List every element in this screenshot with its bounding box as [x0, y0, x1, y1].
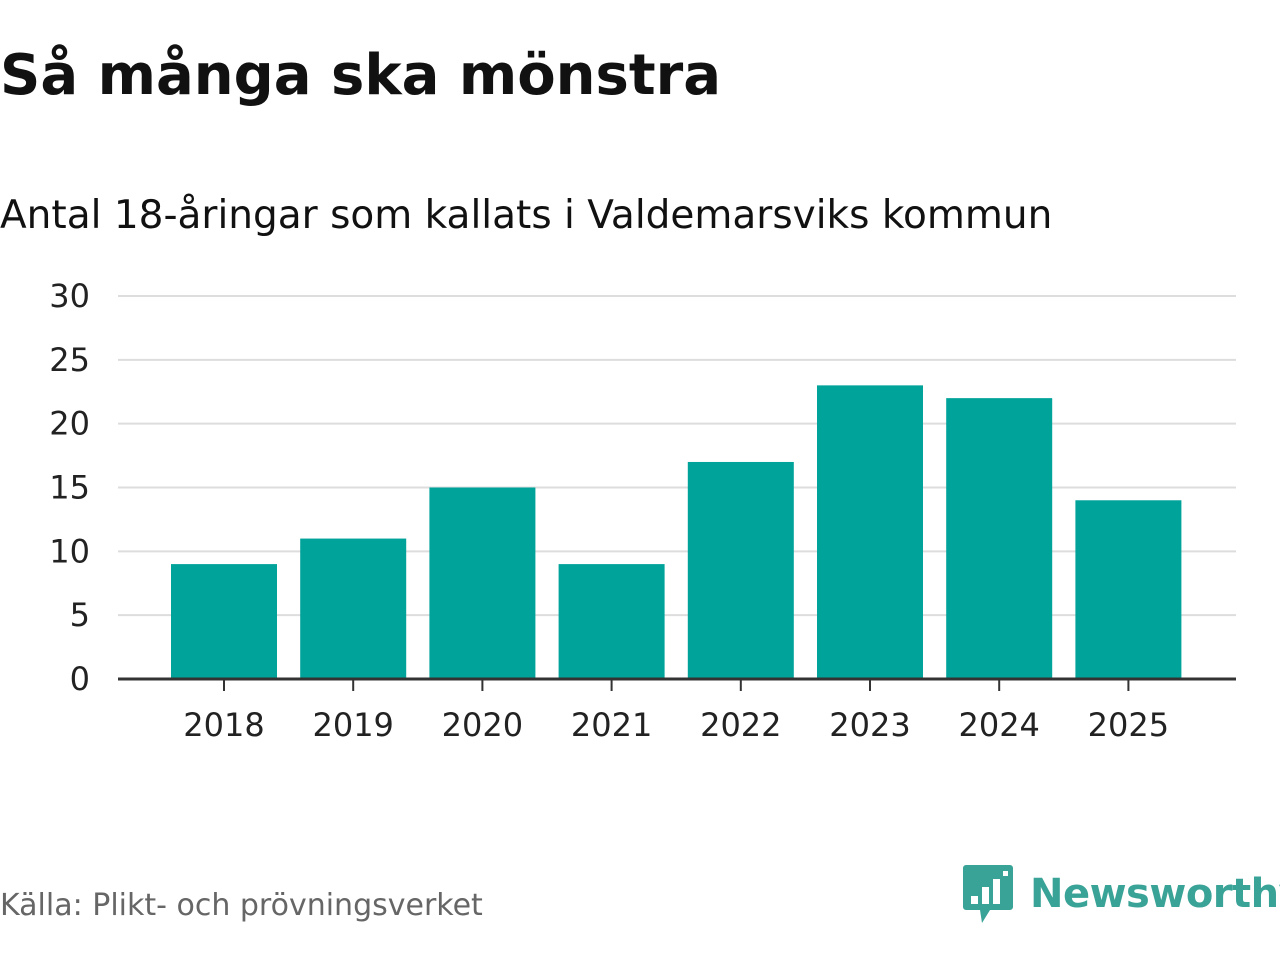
- bar-2019: [300, 538, 407, 679]
- newsworthy-logo-icon: [963, 865, 1013, 923]
- gridlines: [118, 295, 1236, 617]
- x-tick-label: 2025: [1088, 706, 1169, 744]
- y-axis-ticks: 0 5 10 15 20 25 30: [49, 277, 90, 698]
- bar-2025: [1075, 500, 1182, 679]
- y-tick-label: 0: [70, 660, 90, 698]
- bars: [171, 385, 1182, 679]
- y-tick-label: 30: [49, 277, 90, 315]
- bar-2024: [946, 398, 1053, 679]
- chart-subtitle: Antal 18-åringar som kallats i Valdemars…: [0, 193, 1053, 238]
- bar-2021: [558, 564, 665, 679]
- x-tick-label: 2019: [312, 706, 393, 744]
- y-tick-label: 15: [49, 469, 90, 507]
- x-axis-ticks: 2018 2019 2020 2021 2022 2023 2024 2025: [183, 679, 1169, 744]
- y-tick-label: 10: [49, 532, 90, 570]
- y-tick-label: 25: [49, 341, 90, 379]
- bar-2020: [429, 487, 536, 679]
- y-tick-label: 5: [70, 596, 90, 634]
- x-tick-label: 2022: [700, 706, 781, 744]
- chart-title: Så många ska mönstra: [0, 43, 722, 108]
- bar-2023: [817, 385, 923, 679]
- x-tick-label: 2020: [442, 706, 523, 744]
- y-tick-label: 20: [49, 405, 90, 443]
- brand-logo: Newsworthy: [962, 862, 1280, 926]
- bar-2018: [171, 564, 277, 679]
- brand-name: Newsworthy: [1030, 871, 1280, 917]
- x-tick-label: 2021: [571, 706, 652, 744]
- source-note: Källa: Plikt- och prövningsverket: [0, 888, 483, 923]
- x-tick-label: 2024: [958, 706, 1039, 744]
- bar-2022: [687, 461, 794, 679]
- x-tick-label: 2018: [183, 706, 264, 744]
- x-tick-label: 2023: [829, 706, 910, 744]
